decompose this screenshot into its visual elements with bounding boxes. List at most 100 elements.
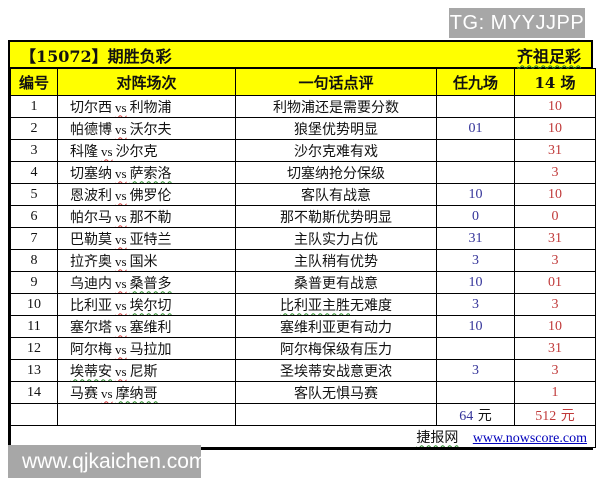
ren9-total: 64 元 xyxy=(436,403,515,426)
ren9-total-unit: 元 xyxy=(477,407,492,424)
totals-empty-comment xyxy=(235,403,437,426)
vs-label: vs xyxy=(101,385,113,401)
c14-pick: 0 xyxy=(514,205,596,228)
match-comment: 塞维利亚更有动力 xyxy=(235,315,437,338)
c14-pick: 10 xyxy=(514,117,596,140)
ren9-pick: 10 xyxy=(436,271,515,294)
col-header-number: 编号 xyxy=(10,68,58,96)
vs-label: vs xyxy=(115,363,127,379)
match-comment: 客队无惧马赛 xyxy=(235,381,437,404)
away-team: 亚特兰 xyxy=(129,231,172,248)
match-teams: 比利亚 vs 埃尔切 xyxy=(57,293,236,316)
home-team: 埃蒂安 xyxy=(70,363,112,380)
vs-label: vs xyxy=(115,275,127,291)
match-comment: 沙尔克难有戏 xyxy=(235,139,437,162)
source-site-name: 捷报网 xyxy=(416,429,459,446)
match-row: 2 帕德博 vs 沃尔夫 狼堡优势明显 01 10 xyxy=(10,117,596,140)
match-teams: 帕尔马 vs 那不勒 xyxy=(57,205,236,228)
match-teams: 恩波利 vs 佛罗伦 xyxy=(57,183,236,206)
telegram-watermark-text: TG: MYYJJPP xyxy=(449,11,585,34)
source-row: 捷报网 www.nowscore.com xyxy=(10,425,596,448)
match-number: 7 xyxy=(10,227,58,250)
totals-empty-number xyxy=(10,403,58,426)
away-team: 埃尔切 xyxy=(129,297,172,314)
match-teams: 切塞纳 vs 萨索洛 xyxy=(57,161,236,184)
source-site-link[interactable]: www.nowscore.com xyxy=(472,430,587,446)
match-number: 8 xyxy=(10,249,58,272)
home-team: 切尔西 xyxy=(70,99,112,116)
source-cell: 捷报网 www.nowscore.com xyxy=(10,425,596,448)
vs-label: vs xyxy=(115,231,127,247)
comment-text-wavy: 比利亚主胜 xyxy=(280,297,350,314)
c14-pick: 01 xyxy=(514,271,596,294)
totals-empty-match xyxy=(57,403,236,426)
c14-pick: 1 xyxy=(514,381,596,404)
home-team: 科隆 xyxy=(70,143,98,160)
away-team: 尼斯 xyxy=(129,363,158,380)
match-number: 6 xyxy=(10,205,58,228)
matches-table: 编号 对阵场次 一句话点评 任九场 14 场 1 切尔西 vs 利物浦 利物浦还是需要分… xyxy=(10,68,596,448)
match-teams: 拉齐奥 vs 国米 xyxy=(57,249,236,272)
away-team: 利物浦 xyxy=(129,99,172,116)
home-team: 拉齐奥 xyxy=(70,253,112,270)
table-header: 编号 对阵场次 一句话点评 任九场 14 场 xyxy=(10,68,596,96)
match-teams: 塞尔塔 vs 塞维利 xyxy=(57,315,236,338)
table-body: 1 切尔西 vs 利物浦 利物浦还是需要分数 10 2 帕德博 vs 沃尔夫 狼堡优势明显 01 10 3… xyxy=(10,95,596,404)
away-team: 沙尔克 xyxy=(115,143,158,160)
match-number: 9 xyxy=(10,271,58,294)
match-comment: 切塞纳抢分保级 xyxy=(235,161,437,184)
away-team: 摩纳哥 xyxy=(115,385,158,402)
betting-sheet: 【15072】期胜负彩 齐祖足彩 编号 对阵场次 一句话点评 任九场 14 场 … xyxy=(8,40,596,450)
match-teams: 科隆 vs 沙尔克 xyxy=(57,139,236,162)
c14-total-value: 512 xyxy=(535,408,557,424)
match-comment: 圣埃蒂安战意更浓 xyxy=(235,359,437,382)
home-team: 切塞纳 xyxy=(70,165,112,182)
away-team: 沃尔夫 xyxy=(129,121,172,138)
ren9-pick: 0 xyxy=(436,205,515,228)
c14-pick: 31 xyxy=(514,337,596,360)
home-team: 帕尔马 xyxy=(70,209,112,226)
ren9-pick xyxy=(436,139,515,162)
c14-pick: 3 xyxy=(514,249,596,272)
away-team: 马拉加 xyxy=(129,341,172,358)
match-comment: 那不勒斯优势明显 xyxy=(235,205,437,228)
brand-title: 齐祖足彩 xyxy=(516,46,581,66)
col-header-14: 14 场 xyxy=(514,68,596,96)
home-team: 乌迪内 xyxy=(70,275,112,292)
ren9-pick xyxy=(436,381,515,404)
match-row: 7 巴勒莫 vs 亚特兰 主队实力占优 31 31 xyxy=(10,227,596,250)
match-row: 12 阿尔梅 vs 马拉加 阿尔梅保级有压力 31 xyxy=(10,337,596,360)
match-teams: 巴勒莫 vs 亚特兰 xyxy=(57,227,236,250)
match-row: 11 塞尔塔 vs 塞维利 塞维利亚更有动力 10 10 xyxy=(10,315,596,338)
vs-label: vs xyxy=(115,319,127,335)
match-row: 1 切尔西 vs 利物浦 利物浦还是需要分数 10 xyxy=(10,95,596,118)
match-number: 14 xyxy=(10,381,58,404)
match-row: 4 切塞纳 vs 萨索洛 切塞纳抢分保级 3 xyxy=(10,161,596,184)
vs-label: vs xyxy=(115,341,127,357)
match-number: 10 xyxy=(10,293,58,316)
vs-label: vs xyxy=(115,297,127,313)
vs-label: vs xyxy=(115,99,127,115)
c14-pick: 31 xyxy=(514,227,596,250)
col-header-ren9: 任九场 xyxy=(436,68,515,96)
site-watermark: www.qjkaichen.com xyxy=(8,445,206,478)
match-comment: 阿尔梅保级有压力 xyxy=(235,337,437,360)
c14-pick: 10 xyxy=(514,95,596,118)
match-teams: 埃蒂安 vs 尼斯 xyxy=(57,359,236,382)
match-teams: 马赛 vs 摩纳哥 xyxy=(57,381,236,404)
away-team: 国米 xyxy=(129,253,158,270)
match-comment: 桑普更有战意 xyxy=(235,271,437,294)
c14-pick: 3 xyxy=(514,293,596,316)
home-team: 巴勒莫 xyxy=(70,231,112,248)
c14-pick: 3 xyxy=(514,161,596,184)
home-team: 恩波利 xyxy=(70,187,112,204)
home-team: 塞尔塔 xyxy=(70,319,112,336)
match-row: 6 帕尔马 vs 那不勒 那不勒斯优势明显 0 0 xyxy=(10,205,596,228)
ren9-total-value: 64 xyxy=(459,408,474,424)
telegram-watermark: TG: MYYJJPP xyxy=(449,8,585,38)
away-team: 佛罗伦 xyxy=(129,187,172,204)
vs-label: vs xyxy=(115,187,127,203)
match-teams: 阿尔梅 vs 马拉加 xyxy=(57,337,236,360)
match-number: 4 xyxy=(10,161,58,184)
